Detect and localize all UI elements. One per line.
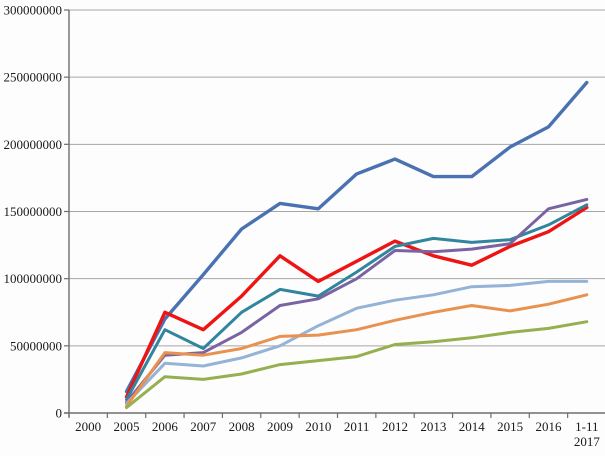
series-7-green-line — [125, 320, 589, 410]
x-axis-label-10: 2014 — [459, 419, 486, 434]
x-axis-label-7: 2011 — [344, 419, 370, 434]
y-axis-label-3: 150000000 — [4, 204, 63, 219]
x-axis-label-0: 2000 — [75, 419, 101, 434]
y-axis-label-0: 0 — [56, 406, 63, 421]
x-axis-label-8: 2012 — [382, 419, 408, 434]
x-axis-label-1: 2005 — [114, 419, 140, 434]
x-axis-label-11: 2015 — [497, 419, 523, 434]
y-axis-label-2: 100000000 — [4, 271, 63, 286]
x-axis-label-6: 2010 — [305, 419, 331, 434]
series-4-purple-line — [125, 197, 589, 404]
series-5-light-blue-line — [125, 279, 589, 406]
x-axis-label-3: 2007 — [190, 419, 217, 434]
series-6-orange-line — [125, 293, 589, 408]
y-axis-label-6: 300000000 — [4, 3, 63, 18]
y-axis-label-4: 200000000 — [4, 137, 63, 152]
series-3-teal-line — [125, 203, 589, 402]
x-axis-label-12: 2016 — [535, 419, 562, 434]
x-axis-label-5: 2009 — [267, 419, 293, 434]
series-2-red-line — [124, 205, 589, 399]
x-axis-label-2: 2006 — [152, 419, 179, 434]
y-axis-label-1: 50000000 — [10, 338, 62, 353]
x-axis-label-13: 1-11 2017 — [574, 419, 601, 449]
x-axis-label-9: 2013 — [420, 419, 446, 434]
series-1-dark-blue-line — [124, 80, 589, 394]
y-axis-label-5: 250000000 — [4, 70, 63, 85]
x-axis-label-4: 2008 — [229, 419, 255, 434]
